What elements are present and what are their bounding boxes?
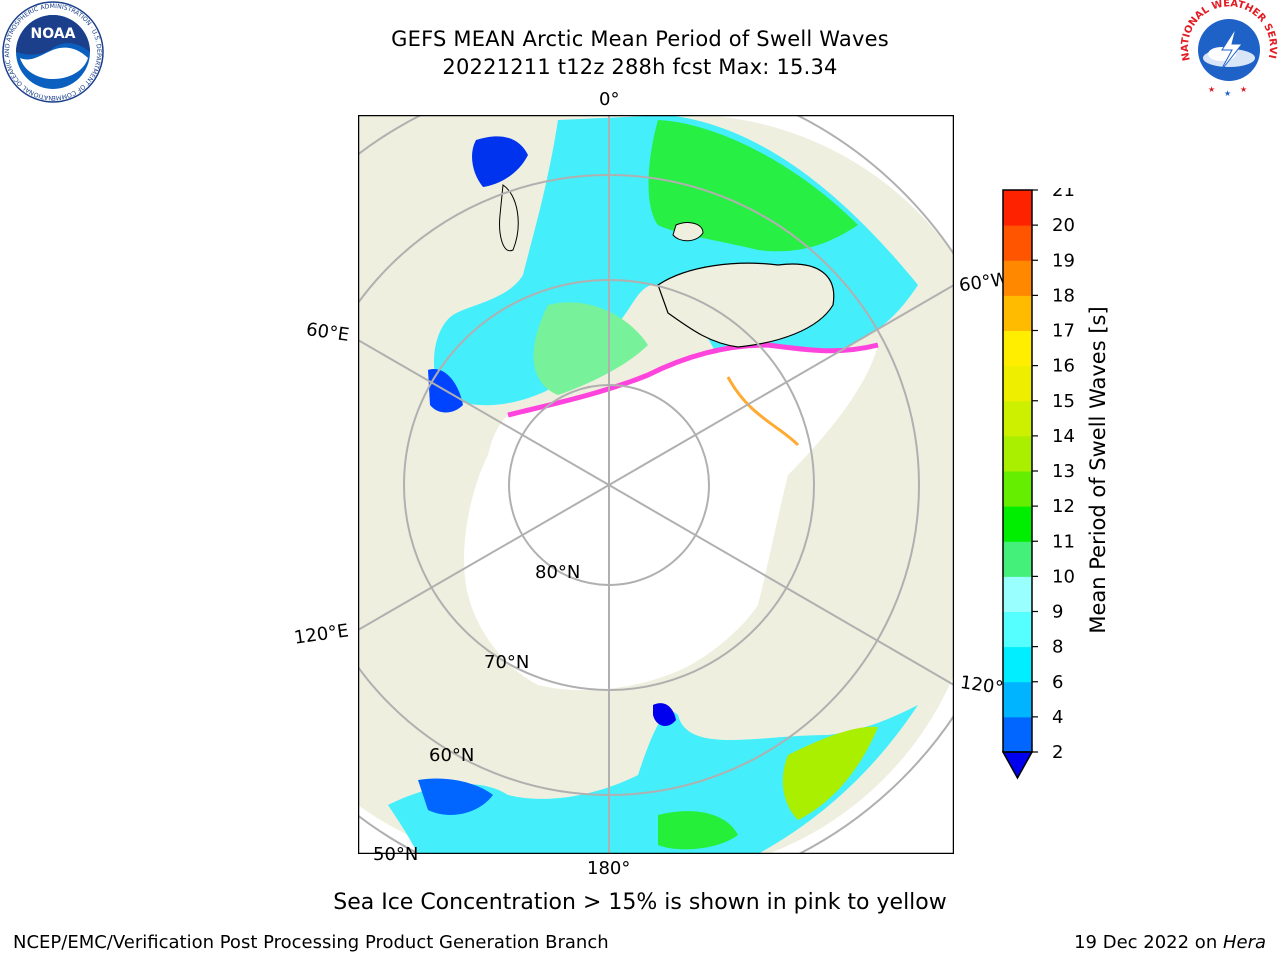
svg-text:★: ★ [1224, 89, 1231, 98]
british-isles [499, 184, 519, 252]
sea-ice-note: Sea Ice Concentration > 15% is shown in … [333, 890, 947, 915]
colorbar-segment [1003, 611, 1032, 648]
colorbar-segment [1003, 435, 1032, 472]
colorbar-segment [1003, 681, 1032, 718]
footer-date-text: 19 Dec 2022 on [1074, 932, 1223, 953]
colorbar-tick-label: 2 [1052, 742, 1063, 763]
colorbar-tick-label: 12 [1052, 496, 1075, 517]
pacific-swell-area [388, 705, 918, 854]
lon-label-0: 0° [599, 89, 620, 110]
colorbar-segment [1003, 506, 1032, 542]
colorbar-tick-label: 11 [1052, 531, 1075, 552]
noaa-logo: NATIONAL OCEANIC AND ATMOSPHERIC ADMINIS… [0, 0, 104, 103]
chukchi-short-period [653, 703, 676, 727]
colorbar-tick-label: 15 [1052, 391, 1075, 412]
colorbar-tick-label: 10 [1052, 566, 1075, 587]
colorbar-tick-label: 17 [1052, 321, 1075, 342]
lon-label-180: 180° [587, 858, 631, 879]
out-of-domain-area-2 [768, 675, 954, 854]
iceland [672, 222, 704, 242]
colorbar-tick-label: 14 [1052, 426, 1075, 447]
colorbar-tick-label: 4 [1052, 707, 1063, 728]
colorbar-segment [1003, 716, 1032, 753]
polar-map [358, 115, 954, 854]
colorbar-tick-label: 18 [1052, 285, 1075, 306]
lat-label-50: 50°N [373, 844, 419, 865]
footer-host: Hera [1222, 932, 1266, 953]
colorbar-tick-label: 21 [1052, 188, 1075, 201]
colorbar-segment [1003, 365, 1032, 402]
lat-label-80: 80°N [535, 562, 581, 583]
pacific-long-period-area [782, 726, 878, 820]
colorbar-tick-label: 16 [1052, 356, 1075, 377]
map-subtitle: 20221211 t12z 288h fcst Max: 15.34 [442, 55, 838, 79]
barents-swell-area [533, 302, 648, 395]
short-period-patch [472, 136, 528, 187]
colorbar-segment [1003, 471, 1032, 507]
nws-logo: NATIONAL WEATHER SERVICE ★ ★ ★ [1178, 0, 1278, 98]
lon-label-60e: 60°E [304, 319, 351, 346]
colorbar-tick-label: 8 [1052, 637, 1063, 658]
colorbar-tick-label: 19 [1052, 250, 1075, 271]
colorbar-tick-label: 13 [1052, 461, 1075, 482]
colorbar-segment [1003, 260, 1032, 296]
lon-label-120w: 120° [958, 672, 1005, 699]
sea-ice-interior [464, 345, 878, 691]
colorbar-tick-label: 6 [1052, 672, 1063, 693]
atlantic-long-period-area [648, 120, 858, 252]
bering-short-period [418, 778, 493, 815]
ice-edge-canada [726, 376, 800, 447]
out-of-domain-area-3 [358, 805, 448, 854]
colorbar-segment [1003, 576, 1032, 612]
colorbar-segment [1003, 400, 1032, 437]
colorbar-segment [1003, 330, 1032, 367]
lon-label-120e: 120°E [292, 620, 350, 649]
colorbar-segment [1003, 190, 1032, 226]
colorbar-extend-arrow [1002, 751, 1034, 780]
colorbar-tick-label: 9 [1052, 602, 1063, 623]
colorbar-segment [1003, 225, 1032, 261]
map-title: GEFS MEAN Arctic Mean Period of Swell Wa… [391, 27, 889, 51]
out-of-domain-area [668, 115, 954, 255]
colorbar-segment [1003, 541, 1032, 577]
footer-date: 19 Dec 2022 on Hera [1074, 932, 1266, 953]
noaa-logo-text: NOAA [31, 26, 76, 42]
graticule [358, 115, 954, 854]
greenland [657, 262, 835, 348]
map-border [358, 115, 954, 854]
lat-label-60: 60°N [429, 745, 475, 766]
colorbar-tick-label: 20 [1052, 215, 1075, 236]
svg-text:★: ★ [1240, 85, 1247, 94]
pacific-green-area [658, 811, 738, 850]
lat-label-70: 70°N [484, 652, 530, 673]
colorbar-label: Mean Period of Swell Waves [s] [1086, 306, 1110, 634]
colorbar: 2 4 6 8 9 10 11 12 13 14 15 16 17 18 19 20 21 [1002, 188, 1075, 780]
footer-credit: NCEP/EMC/Verification Post Processing Pr… [13, 932, 609, 953]
colorbar-segment [1003, 646, 1032, 683]
colorbar-segment [1003, 295, 1032, 331]
ice-edge-atlantic [507, 342, 879, 418]
svg-text:★: ★ [1208, 85, 1215, 94]
